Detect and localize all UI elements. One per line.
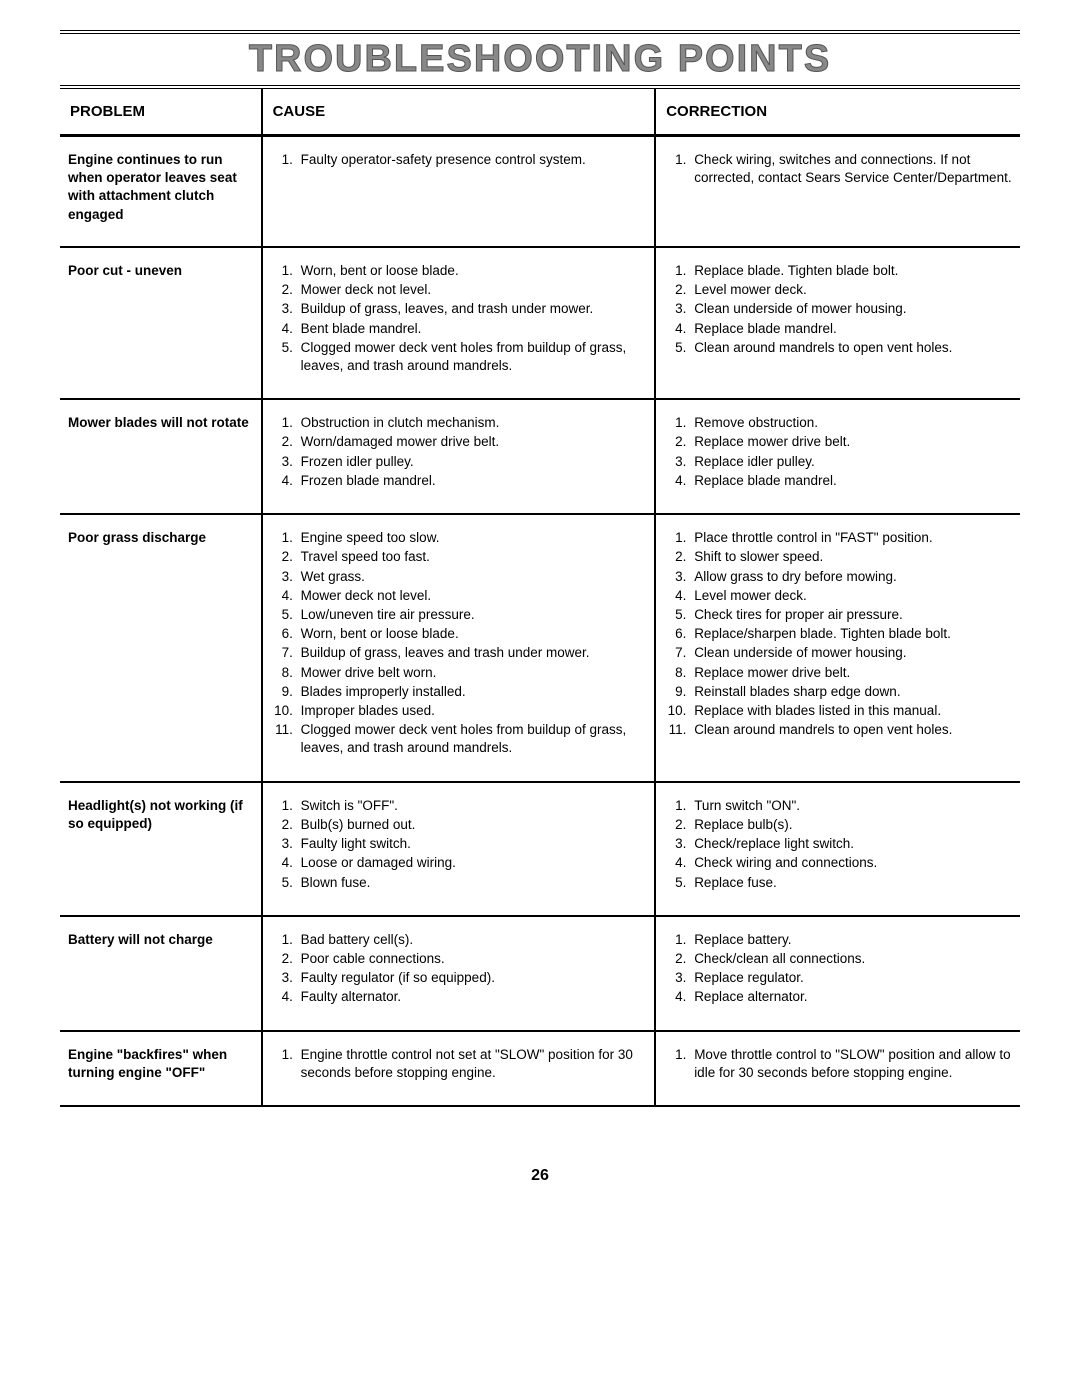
correction-item: Check/clean all connections. [690, 950, 1012, 968]
cause-item: Faulty operator-safety presence control … [297, 151, 647, 169]
header-problem: PROBLEM [60, 89, 262, 136]
correction-item: Replace alternator. [690, 988, 1012, 1006]
cause-item: Buildup of grass, leaves and trash under… [297, 644, 647, 662]
cause-item: Improper blades used. [297, 702, 647, 720]
correction-cell: Check wiring, switches and connections. … [655, 136, 1020, 247]
correction-item: Clean around mandrels to open vent holes… [690, 339, 1012, 357]
cause-item: Engine throttle control not set at "SLOW… [297, 1046, 647, 1082]
correction-cell: Turn switch "ON".Replace bulb(s).Check/r… [655, 782, 1020, 916]
problem-cell: Poor grass discharge [60, 514, 262, 782]
cause-item: Mower deck not level. [297, 281, 647, 299]
correction-item: Replace mower drive belt. [690, 433, 1012, 451]
cause-item: Wet grass. [297, 568, 647, 586]
correction-item: Allow grass to dry before mowing. [690, 568, 1012, 586]
correction-item: Clean around mandrels to open vent holes… [690, 721, 1012, 739]
correction-item: Turn switch "ON". [690, 797, 1012, 815]
correction-item: Replace/sharpen blade. Tighten blade bol… [690, 625, 1012, 643]
header-correction: CORRECTION [655, 89, 1020, 136]
cause-cell: Worn, bent or loose blade.Mower deck not… [262, 247, 656, 399]
cause-item: Loose or damaged wiring. [297, 854, 647, 872]
cause-item: Faulty light switch. [297, 835, 647, 853]
correction-item: Level mower deck. [690, 281, 1012, 299]
cause-item: Bulb(s) burned out. [297, 816, 647, 834]
cause-item: Worn, bent or loose blade. [297, 625, 647, 643]
correction-item: Check/replace light switch. [690, 835, 1012, 853]
cause-item: Low/uneven tire air pressure. [297, 606, 647, 624]
correction-cell: Replace blade. Tighten blade bolt.Level … [655, 247, 1020, 399]
correction-item: Replace battery. [690, 931, 1012, 949]
correction-item: Replace regulator. [690, 969, 1012, 987]
problem-cell: Mower blades will not rotate [60, 399, 262, 514]
table-row: Poor cut - unevenWorn, bent or loose bla… [60, 247, 1020, 399]
table-row: Engine "backfires" when turning engine "… [60, 1031, 1020, 1106]
correction-item: Replace idler pulley. [690, 453, 1012, 471]
cause-item: Switch is "OFF". [297, 797, 647, 815]
correction-item: Remove obstruction. [690, 414, 1012, 432]
page-title: TROUBLESHOOTING POINTS [60, 30, 1020, 89]
correction-item: Replace mower drive belt. [690, 664, 1012, 682]
correction-item: Replace bulb(s). [690, 816, 1012, 834]
cause-item: Buildup of grass, leaves, and trash unde… [297, 300, 647, 318]
correction-item: Move throttle control to "SLOW" position… [690, 1046, 1012, 1082]
correction-item: Replace blade mandrel. [690, 472, 1012, 490]
cause-item: Poor cable connections. [297, 950, 647, 968]
correction-cell: Move throttle control to "SLOW" position… [655, 1031, 1020, 1106]
cause-cell: Obstruction in clutch mechanism.Worn/dam… [262, 399, 656, 514]
correction-item: Replace blade. Tighten blade bolt. [690, 262, 1012, 280]
table-row: Headlight(s) not working (if so equipped… [60, 782, 1020, 916]
correction-item: Reinstall blades sharp edge down. [690, 683, 1012, 701]
cause-item: Engine speed too slow. [297, 529, 647, 547]
cause-item: Mower deck not level. [297, 587, 647, 605]
cause-item: Frozen blade mandrel. [297, 472, 647, 490]
correction-item: Level mower deck. [690, 587, 1012, 605]
cause-cell: Switch is "OFF".Bulb(s) burned out.Fault… [262, 782, 656, 916]
correction-cell: Replace battery.Check/clean all connecti… [655, 916, 1020, 1031]
correction-item: Clean underside of mower housing. [690, 644, 1012, 662]
cause-item: Faulty alternator. [297, 988, 647, 1006]
page-number: 26 [60, 1167, 1020, 1185]
cause-cell: Engine throttle control not set at "SLOW… [262, 1031, 656, 1106]
problem-cell: Headlight(s) not working (if so equipped… [60, 782, 262, 916]
cause-item: Blown fuse. [297, 874, 647, 892]
correction-item: Clean underside of mower housing. [690, 300, 1012, 318]
table-row: Mower blades will not rotateObstruction … [60, 399, 1020, 514]
cause-item: Clogged mower deck vent holes from build… [297, 721, 647, 757]
table-row: Engine continues to run when operator le… [60, 136, 1020, 247]
correction-item: Replace fuse. [690, 874, 1012, 892]
correction-cell: Place throttle control in "FAST" positio… [655, 514, 1020, 782]
problem-cell: Engine continues to run when operator le… [60, 136, 262, 247]
correction-cell: Remove obstruction.Replace mower drive b… [655, 399, 1020, 514]
cause-item: Worn, bent or loose blade. [297, 262, 647, 280]
cause-item: Worn/damaged mower drive belt. [297, 433, 647, 451]
header-cause: CAUSE [262, 89, 656, 136]
correction-item: Place throttle control in "FAST" positio… [690, 529, 1012, 547]
table-row: Poor grass dischargeEngine speed too slo… [60, 514, 1020, 782]
cause-item: Obstruction in clutch mechanism. [297, 414, 647, 432]
troubleshooting-table: PROBLEM CAUSE CORRECTION Engine continue… [60, 89, 1020, 1107]
cause-item: Faulty regulator (if so equipped). [297, 969, 647, 987]
cause-item: Mower drive belt worn. [297, 664, 647, 682]
cause-cell: Bad battery cell(s).Poor cable connectio… [262, 916, 656, 1031]
cause-cell: Engine speed too slow.Travel speed too f… [262, 514, 656, 782]
correction-item: Shift to slower speed. [690, 548, 1012, 566]
cause-item: Bent blade mandrel. [297, 320, 647, 338]
table-row: Battery will not chargeBad battery cell(… [60, 916, 1020, 1031]
correction-item: Replace blade mandrel. [690, 320, 1012, 338]
cause-item: Blades improperly installed. [297, 683, 647, 701]
cause-item: Frozen idler pulley. [297, 453, 647, 471]
problem-cell: Engine "backfires" when turning engine "… [60, 1031, 262, 1106]
cause-cell: Faulty operator-safety presence control … [262, 136, 656, 247]
cause-item: Clogged mower deck vent holes from build… [297, 339, 647, 375]
correction-item: Check wiring, switches and connections. … [690, 151, 1012, 187]
correction-item: Replace with blades listed in this manua… [690, 702, 1012, 720]
table-header-row: PROBLEM CAUSE CORRECTION [60, 89, 1020, 136]
problem-cell: Battery will not charge [60, 916, 262, 1031]
problem-cell: Poor cut - uneven [60, 247, 262, 399]
cause-item: Travel speed too fast. [297, 548, 647, 566]
correction-item: Check tires for proper air pressure. [690, 606, 1012, 624]
correction-item: Check wiring and connections. [690, 854, 1012, 872]
cause-item: Bad battery cell(s). [297, 931, 647, 949]
